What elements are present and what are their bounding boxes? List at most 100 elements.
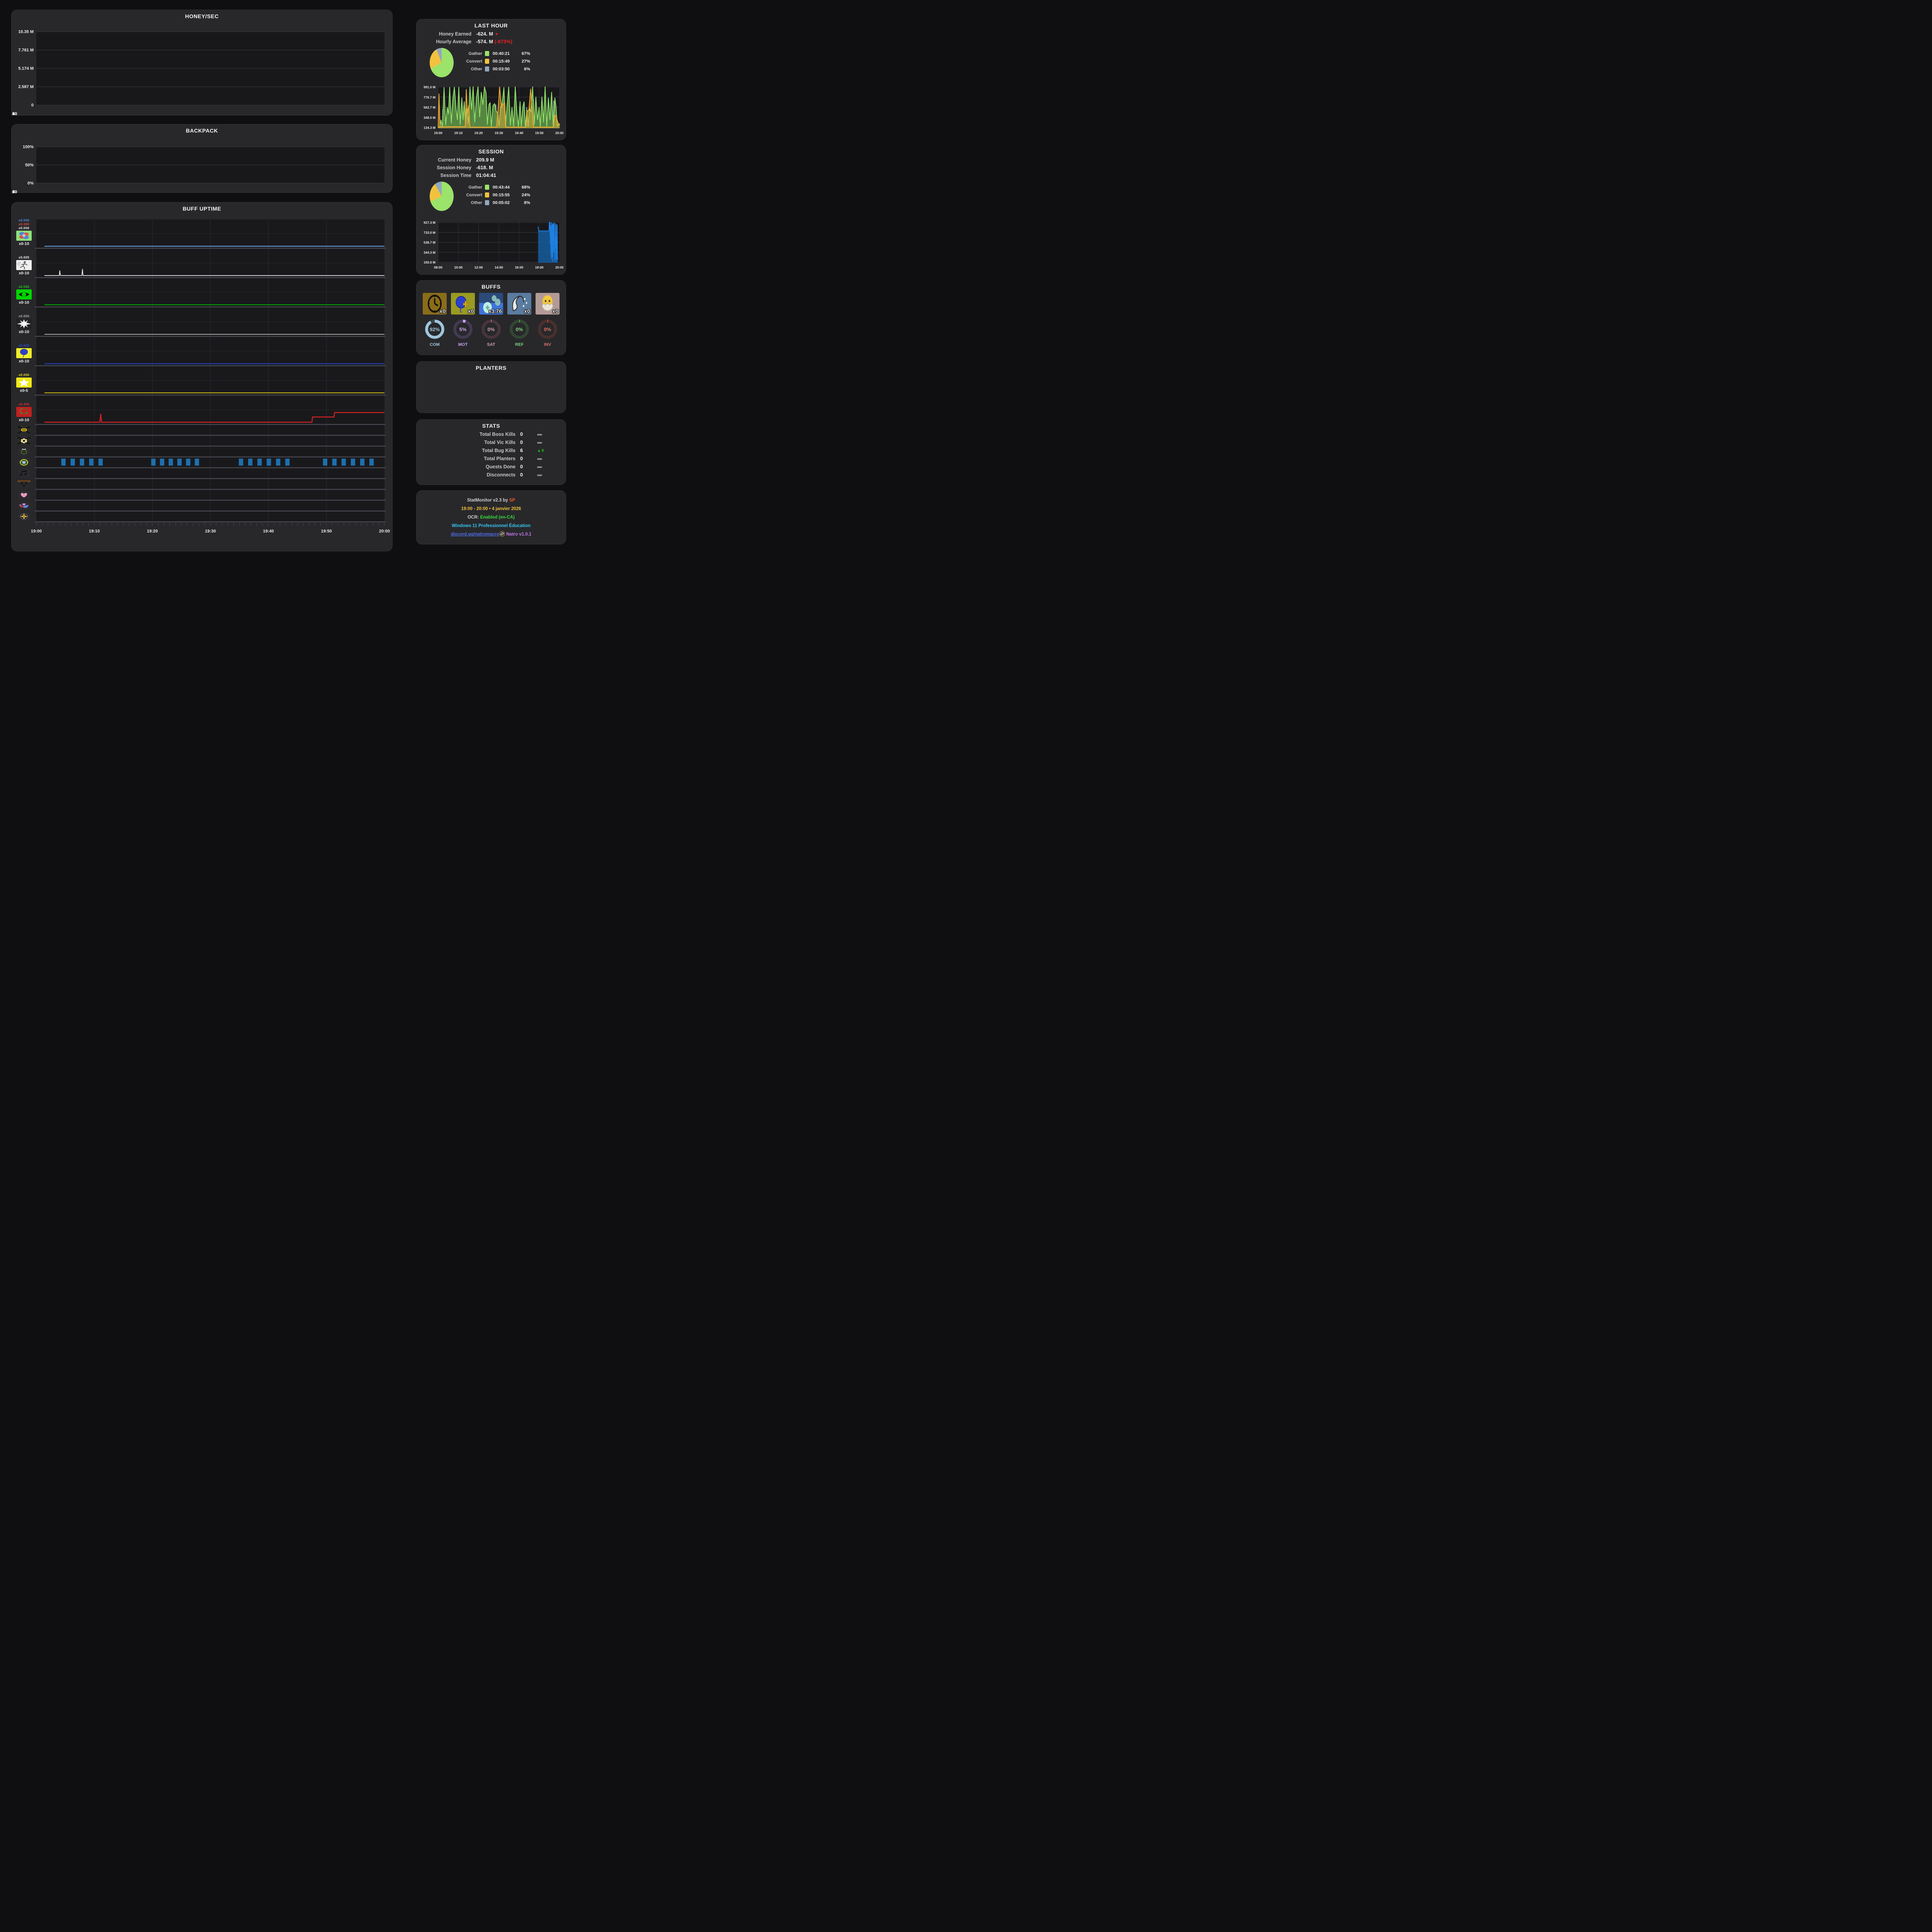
buff-range-label: x0-10 bbox=[19, 359, 29, 364]
heart-icon bbox=[17, 491, 31, 498]
svg-text:150.0 M: 150.0 M bbox=[423, 260, 435, 264]
legend-time: 00:03:50 bbox=[493, 66, 510, 71]
stats-value: 0 bbox=[520, 464, 523, 469]
balloon-icon bbox=[16, 348, 32, 358]
stats-label: Total Boss Kills bbox=[480, 431, 515, 437]
svg-text:134.3 M: 134.3 M bbox=[423, 126, 435, 130]
legend-row: Other 00:03:50 6% bbox=[461, 66, 562, 71]
stats-label: Total Bug Kills bbox=[482, 447, 515, 453]
stats-trend bbox=[537, 432, 561, 437]
session-values: Current Honey 209.9 M Session Honey -618. … bbox=[417, 155, 566, 178]
stat-label: Honey Earned bbox=[439, 31, 471, 37]
legend-time: 00:15:49 bbox=[493, 59, 510, 64]
clock-icon bbox=[423, 293, 447, 315]
stat-value: 01:04:41 bbox=[476, 172, 497, 178]
buff-multiplier-label: x0.000 bbox=[19, 344, 29, 347]
footer-line: Windows 11 Professionnel Éducation bbox=[417, 522, 566, 530]
buff-multiplier-label: x0.409 bbox=[19, 402, 29, 406]
svg-text:19:10: 19:10 bbox=[89, 529, 100, 534]
last-hour-title: LAST HOUR bbox=[474, 22, 508, 29]
buff-tile: x0 bbox=[507, 293, 531, 315]
discord-link[interactable]: discord.gg/natromacro bbox=[451, 532, 499, 537]
svg-text:927.3 M: 927.3 M bbox=[423, 221, 435, 224]
compass-icon bbox=[17, 513, 31, 520]
svg-text:19:20: 19:20 bbox=[474, 131, 483, 135]
buff-uptime-chart: 19:00 19:10 19:20 19:30 19:40 19:50 20:00 x0.00… bbox=[12, 218, 392, 551]
buff-multiplier: x0 bbox=[439, 308, 446, 314]
svg-text:20:00: 20:00 bbox=[12, 190, 17, 194]
legend-swatch bbox=[485, 51, 489, 56]
buff-ring: 0% SAT bbox=[479, 318, 503, 347]
ring-label: INV bbox=[544, 342, 551, 347]
footer-text: Natro v1.0.1 bbox=[505, 532, 532, 537]
stats-value: 0 bbox=[520, 439, 523, 445]
svg-text:733.0 M: 733.0 M bbox=[423, 231, 435, 235]
svg-text:0%: 0% bbox=[27, 181, 34, 186]
trend-down-icon: ▼ bbox=[494, 32, 499, 37]
buff-range-label: x0-10 bbox=[19, 300, 29, 305]
stats-row: Quests Done 0 bbox=[417, 464, 566, 469]
buff-ring: 0% INV bbox=[536, 318, 560, 347]
stat-value: -618. M bbox=[476, 165, 493, 170]
legend-time: 00:15:55 bbox=[493, 192, 510, 197]
stats-trend: ▲ 6 bbox=[537, 448, 544, 453]
svg-text:0%: 0% bbox=[516, 327, 523, 332]
legend-row: Convert 00:15:49 27% bbox=[461, 59, 562, 64]
buff-multiplier-label: x0.000 bbox=[19, 373, 29, 377]
svg-text:19:10: 19:10 bbox=[454, 131, 463, 135]
panel-planters: PLANTERS bbox=[417, 362, 566, 413]
panel-last-hour: LAST HOUR Honey Earned -624. M ▼ Hourly Av… bbox=[417, 19, 566, 140]
svg-text:5%: 5% bbox=[459, 327, 467, 332]
stat-value: -574. M (-873%) bbox=[476, 39, 512, 44]
stats-row: Total Boss Kills 0 bbox=[417, 431, 566, 437]
buff-tile: x0 bbox=[536, 293, 560, 315]
last-hour-pie-chart bbox=[430, 48, 454, 77]
natro-logo-icon bbox=[499, 531, 505, 537]
runner-icon bbox=[16, 260, 32, 270]
legend-percent: 6% bbox=[524, 66, 530, 71]
svg-text:344.3 M: 344.3 M bbox=[423, 250, 435, 254]
svg-text:12:00: 12:00 bbox=[474, 265, 483, 269]
eye-icon bbox=[16, 289, 32, 299]
legend-time: 00:43:44 bbox=[493, 185, 510, 190]
svg-text:10.35 M: 10.35 M bbox=[18, 30, 34, 34]
inv-donut: 0% bbox=[538, 320, 557, 339]
trend-flat-icon bbox=[537, 434, 542, 435]
legend-percent: 67% bbox=[521, 51, 530, 56]
buff-rings: 92% COM 5% MOT 0% SAT 0% REF 0% INV bbox=[417, 315, 566, 347]
music-note-icon bbox=[17, 469, 31, 477]
buff-range-label: x0-5 bbox=[20, 388, 28, 393]
legend-row: Other 00:05:02 8% bbox=[461, 200, 562, 205]
stats-row: Disconnects 0 bbox=[417, 472, 566, 478]
session-legend: Gather 00:43:44 68% Convert 00:15:55 24% Other… bbox=[461, 185, 562, 208]
stats-value: 6 bbox=[520, 447, 523, 453]
svg-text:776.7 M: 776.7 M bbox=[423, 95, 435, 99]
legend-swatch bbox=[485, 185, 489, 190]
star-badge-icon bbox=[17, 459, 31, 466]
stat-row: Session Time 01:04:41 bbox=[422, 172, 560, 178]
svg-text:562.7 M: 562.7 M bbox=[423, 105, 435, 109]
session-title: SESSION bbox=[478, 148, 504, 155]
stat-value: 209.9 M bbox=[476, 157, 494, 163]
svg-text:50%: 50% bbox=[25, 163, 34, 168]
ring-label: SAT bbox=[487, 342, 495, 347]
trend-flat-icon bbox=[537, 474, 542, 476]
legend-swatch bbox=[485, 66, 489, 71]
stats-label: Quests Done bbox=[485, 464, 515, 469]
stat-label: Current Honey bbox=[438, 157, 471, 163]
buff-multiplier-label: x0.000 bbox=[19, 226, 29, 230]
buff-uptime-title: BUFF UPTIME bbox=[182, 206, 221, 212]
buff-multiplier: x3.76 bbox=[488, 308, 502, 314]
svg-text:19:40: 19:40 bbox=[515, 131, 523, 135]
stats-trend bbox=[537, 464, 561, 469]
hex-field-icon bbox=[17, 426, 31, 434]
svg-text:2.587 M: 2.587 M bbox=[18, 85, 34, 89]
legend-percent: 68% bbox=[521, 185, 530, 190]
legend-label: Gather bbox=[468, 185, 482, 190]
stat-label: Session Time bbox=[440, 172, 471, 178]
buff-tile: x0 bbox=[423, 293, 447, 315]
legend-label: Convert bbox=[466, 192, 482, 197]
antlers-icon bbox=[16, 407, 32, 417]
buff-range-label: x0-10 bbox=[19, 418, 29, 422]
svg-text:0%: 0% bbox=[544, 327, 551, 332]
